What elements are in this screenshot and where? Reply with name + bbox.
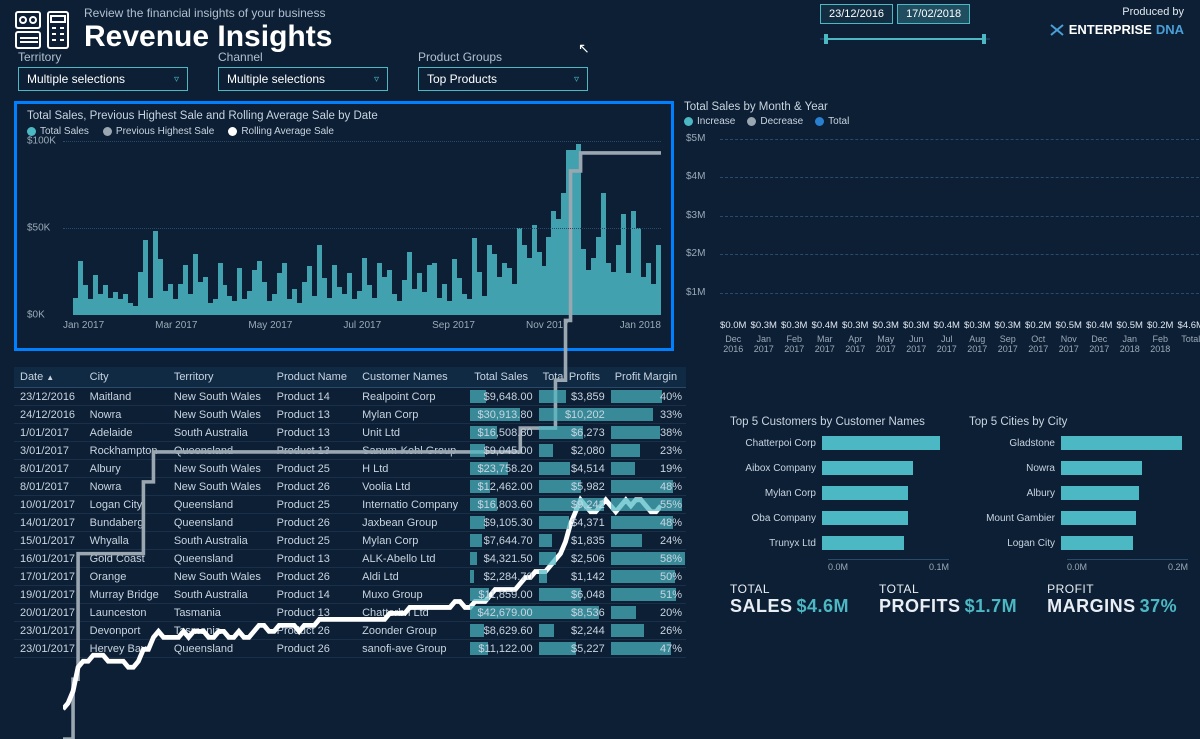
brand-text-1: ENTERPRISE bbox=[1069, 22, 1152, 37]
hbar-row[interactable]: Mylan Corp bbox=[730, 484, 949, 502]
date-range-slicer[interactable]: 23/12/2016 17/02/2018 bbox=[820, 4, 990, 49]
territory-select[interactable]: Multiple selections▿ bbox=[18, 67, 188, 91]
top5-customers-title: Top 5 Customers by Customer Names bbox=[730, 416, 949, 428]
product-select[interactable]: Top Products▿ bbox=[418, 67, 588, 91]
top5-cities-title: Top 5 Cities by City bbox=[969, 416, 1188, 428]
hbar-row[interactable]: Aibox Company bbox=[730, 459, 949, 477]
brand-text-2: DNA bbox=[1156, 22, 1184, 37]
channel-label: Channel bbox=[218, 50, 388, 64]
app-logo-icon bbox=[14, 6, 74, 54]
kpi-sales: TOTAL SALES$4.6M bbox=[730, 582, 849, 617]
timeseries-chart[interactable]: Total Sales, Previous Highest Sale and R… bbox=[14, 101, 674, 351]
right-bottom-panel: Top 5 Customers by Customer Names Chatte… bbox=[730, 416, 1188, 617]
hbar-row[interactable]: Logan City bbox=[969, 534, 1188, 552]
hbar-row[interactable]: Chatterpoi Corp bbox=[730, 434, 949, 452]
kpi-profits: TOTAL PROFITS$1.7M bbox=[879, 582, 1017, 617]
brand-logo: ENTERPRISE DNA bbox=[1049, 22, 1184, 37]
date-slider[interactable] bbox=[820, 29, 990, 49]
kpi-margins: PROFIT MARGINS37% bbox=[1047, 582, 1177, 617]
cursor-icon: ↖ bbox=[578, 40, 590, 57]
header-right: Produced by ENTERPRISE DNA bbox=[1049, 6, 1184, 37]
hbar-row[interactable]: Mount Gambier bbox=[969, 509, 1188, 527]
ts-legend: Total SalesPrevious Highest SaleRolling … bbox=[27, 126, 661, 137]
filters-row: Territory Multiple selections▿ Channel M… bbox=[0, 50, 1200, 91]
header: Review the financial insights of your bu… bbox=[0, 0, 1200, 54]
hbar-row[interactable]: Albury bbox=[969, 484, 1188, 502]
territory-label: Territory bbox=[18, 50, 188, 64]
hbar-row[interactable]: Trunyx Ltd bbox=[730, 534, 949, 552]
product-label: Product Groups bbox=[418, 50, 588, 64]
waterfall-chart[interactable]: Total Sales by Month & Year IncreaseDecr… bbox=[684, 101, 1200, 361]
page-subtitle: Review the financial insights of your bu… bbox=[84, 6, 332, 20]
top5-customers-chart[interactable]: Top 5 Customers by Customer Names Chatte… bbox=[730, 416, 949, 572]
chevron-down-icon: ▿ bbox=[574, 74, 579, 85]
hbar-row[interactable]: Nowra bbox=[969, 459, 1188, 477]
channel-select[interactable]: Multiple selections▿ bbox=[218, 67, 388, 91]
chevron-down-icon: ▿ bbox=[374, 74, 379, 85]
chevron-down-icon: ▿ bbox=[174, 74, 179, 85]
wf-title: Total Sales by Month & Year bbox=[684, 101, 1200, 113]
hbar-row[interactable]: Gladstone bbox=[969, 434, 1188, 452]
date-from[interactable]: 23/12/2016 bbox=[820, 4, 893, 24]
hbar-row[interactable]: Oba Company bbox=[730, 509, 949, 527]
ts-chart-title: Total Sales, Previous Highest Sale and R… bbox=[27, 110, 661, 122]
kpi-row: TOTAL SALES$4.6M TOTAL PROFITS$1.7M PROF… bbox=[730, 582, 1188, 617]
produced-by-label: Produced by bbox=[1049, 6, 1184, 18]
page-title: Revenue Insights bbox=[84, 20, 332, 54]
top5-cities-chart[interactable]: Top 5 Cities by City Gladstone Nowra Alb… bbox=[969, 416, 1188, 572]
date-to[interactable]: 17/02/2018 bbox=[897, 4, 970, 24]
dna-icon bbox=[1049, 23, 1065, 37]
wf-legend: IncreaseDecreaseTotal bbox=[684, 116, 1200, 127]
